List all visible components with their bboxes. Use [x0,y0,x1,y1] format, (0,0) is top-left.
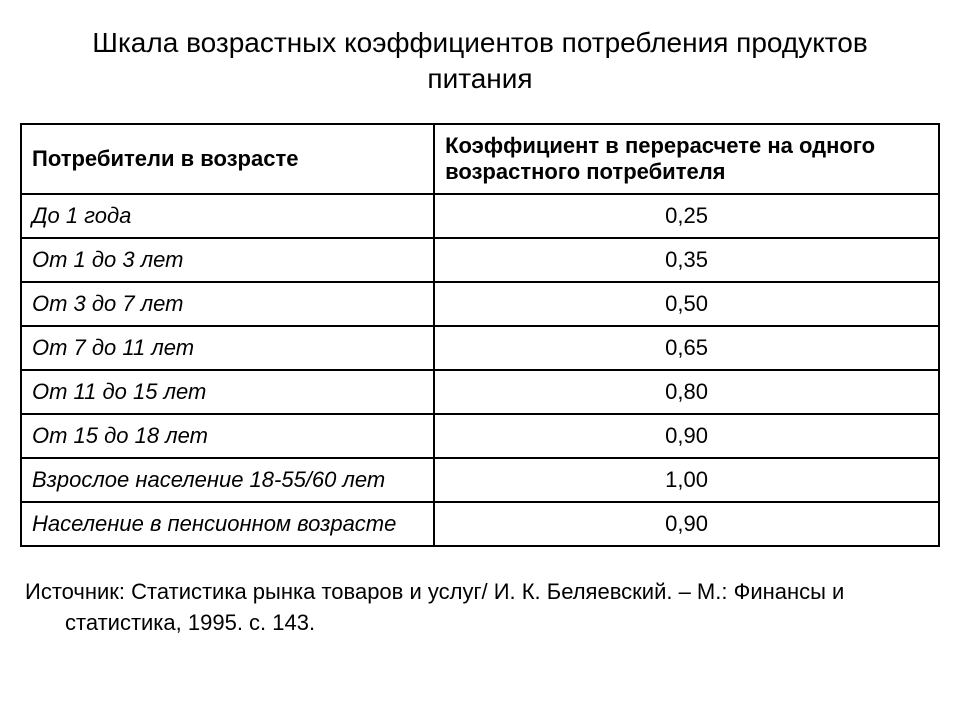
source-citation: Источник: Статистика рынка товаров и усл… [60,577,940,639]
table-row: Взрослое население 18-55/60 лет 1,00 [21,458,939,502]
age-cell: От 15 до 18 лет [21,414,434,458]
coef-cell: 0,65 [434,326,939,370]
column-header-coef: Коэффициент в перерасчете на одного возр… [434,124,939,194]
table-row: Население в пенсионном возрасте 0,90 [21,502,939,546]
coef-cell: 0,25 [434,194,939,238]
table-row: От 15 до 18 лет 0,90 [21,414,939,458]
age-cell: От 11 до 15 лет [21,370,434,414]
table-row: От 11 до 15 лет 0,80 [21,370,939,414]
table-row: От 7 до 11 лет 0,65 [21,326,939,370]
coef-cell: 0,90 [434,414,939,458]
page-title: Шкала возрастных коэффициентов потреблен… [20,25,940,98]
age-cell: От 3 до 7 лет [21,282,434,326]
table-row: До 1 года 0,25 [21,194,939,238]
age-cell: От 7 до 11 лет [21,326,434,370]
table-body: До 1 года 0,25 От 1 до 3 лет 0,35 От 3 д… [21,194,939,546]
coefficients-table: Потребители в возрасте Коэффициент в пер… [20,123,940,547]
age-cell: Население в пенсионном возрасте [21,502,434,546]
coef-cell: 0,35 [434,238,939,282]
column-header-age: Потребители в возрасте [21,124,434,194]
table-row: От 1 до 3 лет 0,35 [21,238,939,282]
table-row: От 3 до 7 лет 0,50 [21,282,939,326]
age-cell: Взрослое население 18-55/60 лет [21,458,434,502]
age-cell: До 1 года [21,194,434,238]
coef-cell: 1,00 [434,458,939,502]
coef-cell: 0,80 [434,370,939,414]
table-header-row: Потребители в возрасте Коэффициент в пер… [21,124,939,194]
age-cell: От 1 до 3 лет [21,238,434,282]
coef-cell: 0,90 [434,502,939,546]
coef-cell: 0,50 [434,282,939,326]
